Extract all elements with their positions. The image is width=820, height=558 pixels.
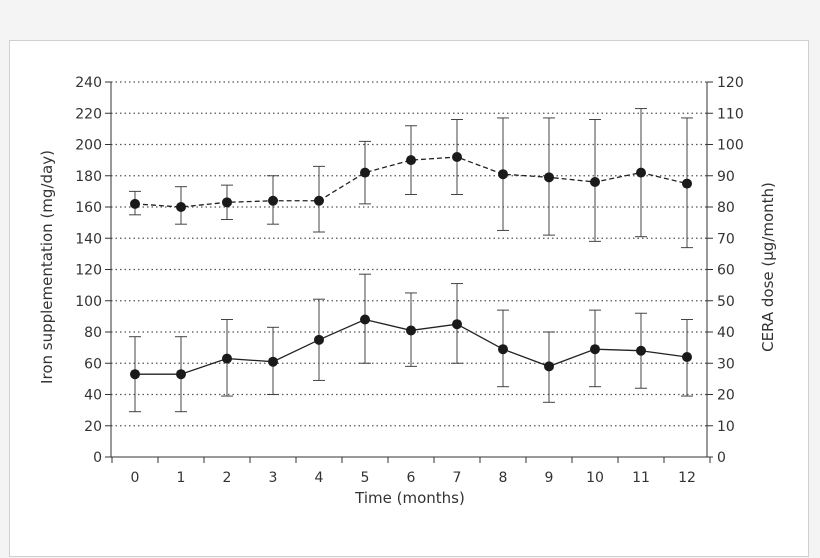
solid-series-point — [498, 344, 508, 355]
solid-series-point — [268, 356, 278, 367]
x-tick-label: 3 — [269, 470, 278, 486]
solid-series-point — [176, 369, 186, 380]
x-axis-title: Time (months) — [354, 489, 465, 507]
y-right-tick-label: 50 — [717, 294, 735, 310]
x-tick-label: 5 — [361, 470, 370, 486]
dashed-series-point — [544, 172, 554, 183]
solid-series-point — [314, 334, 324, 345]
y-right-tick-label: 100 — [717, 138, 744, 154]
dashed-series-point — [314, 195, 324, 206]
axes: 0204060801001201401601802002202400102030… — [75, 75, 743, 486]
dashed-series-point — [268, 195, 278, 206]
y-right-tick-label: 0 — [717, 450, 726, 466]
y-left-tick-label: 40 — [84, 388, 102, 404]
dashed-series-point — [222, 197, 232, 208]
y-left-tick-label: 240 — [75, 75, 102, 91]
y-right-tick-label: 30 — [717, 356, 735, 372]
dashed-series-point — [636, 167, 646, 178]
y-left-tick-label: 20 — [84, 419, 102, 435]
y-axis-left-title: Iron supplementation (mg/day) — [38, 150, 56, 384]
x-tick-label: 6 — [407, 470, 416, 486]
y-right-tick-label: 60 — [717, 263, 735, 279]
x-tick-label: 4 — [315, 470, 324, 486]
y-right-tick-label: 20 — [717, 388, 735, 404]
series — [129, 108, 693, 413]
dashed-series-point — [682, 178, 692, 189]
x-tick-label: 1 — [177, 470, 186, 486]
solid-series-point — [130, 369, 140, 380]
y-right-tick-label: 70 — [717, 231, 735, 247]
solid-series-point — [360, 314, 370, 325]
x-tick-label: 2 — [223, 470, 232, 486]
solid-series-point — [636, 345, 646, 356]
y-left-tick-label: 200 — [75, 138, 102, 154]
dashed-series-point — [498, 169, 508, 180]
y-right-tick-label: 110 — [717, 106, 744, 122]
dashed-series-point — [176, 202, 186, 212]
y-right-tick-label: 40 — [717, 325, 735, 341]
y-left-tick-label: 100 — [75, 294, 102, 310]
solid-series-point — [544, 361, 554, 372]
y-left-tick-label: 220 — [75, 106, 102, 122]
dashed-series-point — [452, 152, 462, 162]
y-right-tick-label: 80 — [717, 200, 735, 216]
y-left-tick-label: 180 — [75, 169, 102, 185]
x-tick-label: 11 — [632, 470, 650, 486]
solid-series-point — [406, 325, 416, 336]
x-tick-label: 12 — [678, 470, 696, 486]
y-axis-right-title: CERA dose (µg/month) — [759, 182, 777, 352]
y-left-tick-label: 0 — [93, 450, 102, 466]
solid-series-point — [590, 344, 600, 355]
dashed-series-point — [130, 198, 140, 209]
x-tick-label: 0 — [131, 470, 140, 486]
y-left-tick-label: 120 — [75, 263, 102, 279]
dashed-series-point — [360, 167, 370, 178]
solid-series-point — [222, 353, 232, 364]
solid-series-point — [452, 319, 462, 330]
dashed-series-point — [406, 155, 416, 166]
y-left-tick-label: 160 — [75, 200, 102, 216]
y-right-tick-label: 10 — [717, 419, 735, 435]
y-left-tick-label: 140 — [75, 231, 102, 247]
dashed-series-point — [590, 177, 600, 187]
y-right-tick-label: 90 — [717, 169, 735, 185]
y-left-tick-label: 80 — [84, 325, 102, 341]
y-right-tick-label: 120 — [717, 75, 744, 91]
x-tick-label: 10 — [586, 470, 604, 486]
x-tick-label: 8 — [499, 470, 508, 486]
x-tick-label: 9 — [545, 470, 554, 486]
gridlines — [111, 81, 707, 427]
y-left-tick-label: 60 — [84, 356, 102, 372]
x-tick-label: 7 — [453, 470, 462, 486]
solid-series-point — [682, 352, 692, 362]
